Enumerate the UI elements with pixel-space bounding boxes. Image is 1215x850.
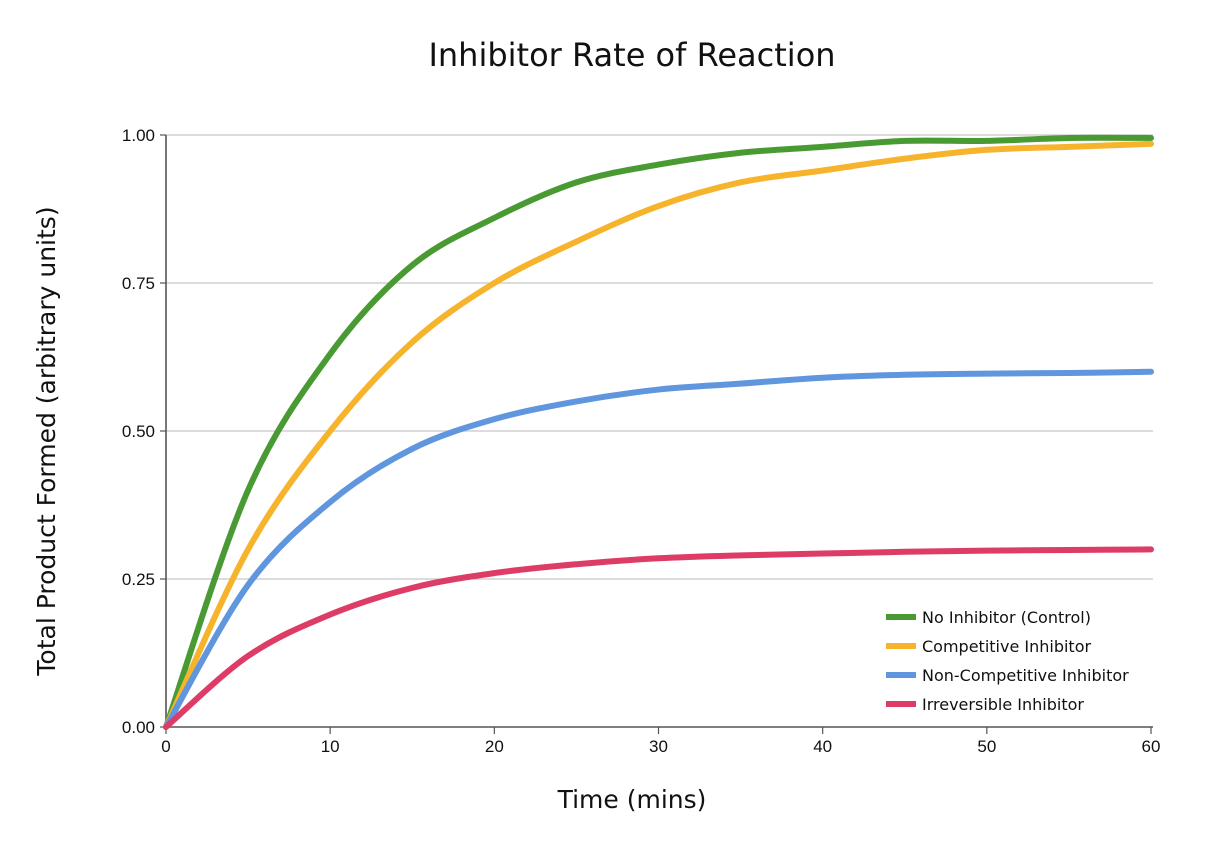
- x-tick-label: 30: [649, 737, 668, 756]
- x-tick-label: 20: [485, 737, 504, 756]
- legend: No Inhibitor (Control) Competitive Inhibi…: [886, 608, 1129, 714]
- x-axis-title: Time (mins): [557, 785, 707, 814]
- y-tick-label: 0.25: [122, 570, 155, 589]
- series-line-competitive-inhibitor: [163, 140, 1154, 730]
- x-tick-label: 0: [161, 737, 170, 756]
- x-tick-label: 60: [1142, 737, 1161, 756]
- series-line-irreversible-inhibitor: [163, 546, 1154, 730]
- axes: 0.00 0.25 0.50 0.75 1.00 0 10 20 30 40 50 60: [122, 126, 1161, 756]
- y-tick-label: 1.00: [122, 126, 155, 145]
- x-tick-label: 50: [977, 737, 996, 756]
- legend-label-competitive-inhibitor: Competitive Inhibitor: [922, 637, 1091, 656]
- y-tick-label: 0.75: [122, 274, 155, 293]
- y-tick-label: 0.00: [122, 718, 155, 737]
- x-tick-label: 40: [813, 737, 832, 756]
- y-tick-label: 0.50: [122, 422, 155, 441]
- y-axis-title: Total Product Formed (arbitrary units): [32, 206, 61, 676]
- series-line-non-competitive-inhibitor: [163, 368, 1154, 730]
- chart-title: Inhibitor Rate of Reaction: [428, 36, 835, 74]
- series-lines: [163, 134, 1154, 730]
- legend-label-non-competitive-inhibitor: Non-Competitive Inhibitor: [922, 666, 1129, 685]
- legend-label-no-inhibitor-control: No Inhibitor (Control): [922, 608, 1091, 627]
- series-line-no-inhibitor-control: [163, 134, 1154, 730]
- legend-label-irreversible-inhibitor: Irreversible Inhibitor: [922, 695, 1084, 714]
- x-tick-label: 10: [321, 737, 340, 756]
